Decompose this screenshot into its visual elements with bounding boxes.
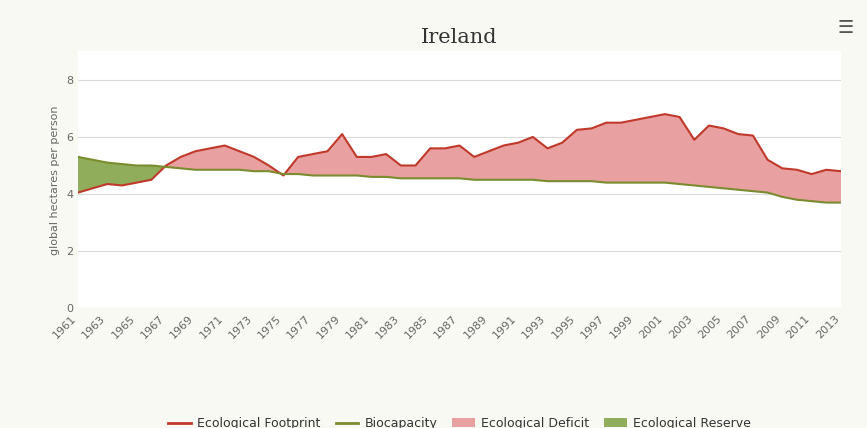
Text: ☰: ☰ xyxy=(838,19,854,37)
Y-axis label: global hectares per person: global hectares per person xyxy=(50,105,61,255)
Legend: Ecological Footprint, Biocapacity, Ecological Deficit, Ecological Reserve: Ecological Footprint, Biocapacity, Ecolo… xyxy=(163,412,756,428)
Title: Ireland: Ireland xyxy=(421,28,498,47)
